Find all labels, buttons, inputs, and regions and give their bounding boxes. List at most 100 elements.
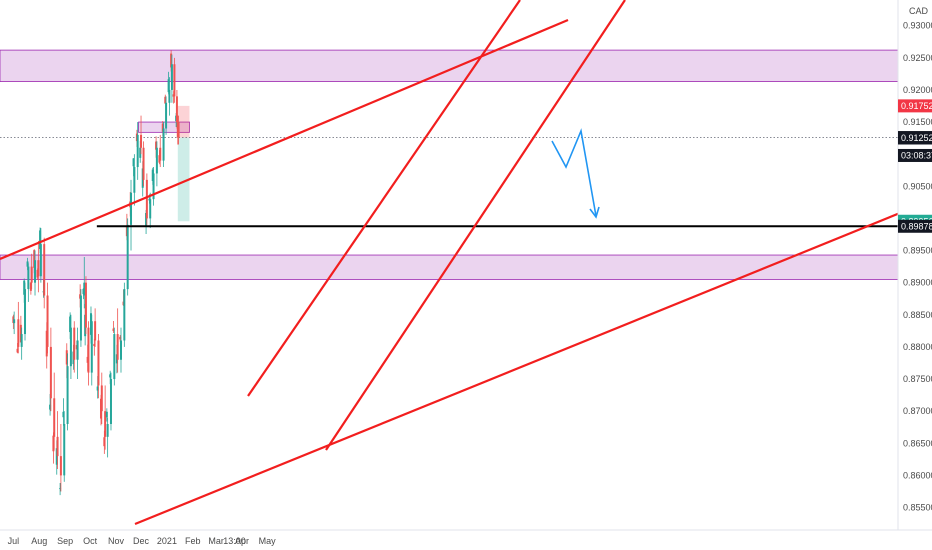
candle [97, 334, 100, 399]
candle-body [136, 134, 139, 168]
candle [76, 327, 79, 380]
candle-body [79, 295, 82, 341]
candle-body [69, 316, 72, 333]
forecast-path [551, 128, 597, 217]
candle-body [105, 411, 108, 418]
candle [63, 411, 66, 482]
candle [149, 192, 152, 229]
candle [100, 372, 103, 424]
candle [90, 314, 93, 386]
candle [13, 311, 16, 335]
candle-body [109, 374, 112, 378]
candle-body [126, 224, 129, 290]
price-tag: 0.91752 [898, 99, 932, 113]
candle [62, 398, 65, 426]
candle [170, 54, 173, 103]
candle [113, 327, 116, 386]
candle [119, 327, 122, 373]
candle [164, 94, 167, 104]
candle-body [155, 141, 158, 150]
resistance-zone [0, 49, 899, 82]
trendline-1 [0, 18, 569, 261]
candle-body [24, 289, 27, 335]
candle-body [170, 53, 173, 68]
candle-body [39, 244, 42, 277]
candle-body [65, 350, 68, 365]
candle [173, 57, 176, 103]
candle [73, 321, 76, 373]
candle-body [63, 424, 66, 476]
short-position-layer [177, 105, 190, 222]
candle-body [112, 328, 115, 332]
candle [142, 141, 145, 187]
candle-body [145, 213, 148, 227]
candle [109, 372, 112, 431]
candle [140, 115, 143, 155]
candle-body [173, 64, 176, 97]
candle-body [37, 260, 40, 277]
candle [52, 432, 55, 464]
candle-body [76, 340, 79, 360]
candle [130, 179, 133, 251]
candle-body [90, 321, 93, 373]
candle-body [84, 282, 87, 328]
candle [87, 321, 90, 386]
candle-body [133, 167, 136, 193]
candle-body [56, 436, 59, 457]
candle-body [96, 386, 99, 391]
candle [37, 240, 40, 293]
candle [116, 308, 119, 373]
zones-layer [0, 49, 899, 280]
candle-body [13, 319, 16, 324]
candle-body [59, 488, 62, 490]
candle-body [49, 404, 52, 410]
candle [145, 173, 148, 225]
candle [104, 385, 107, 450]
candle-body [165, 102, 168, 129]
candle-body [23, 280, 26, 295]
x-tick-label: Aug [31, 536, 47, 546]
candle-body [132, 158, 135, 167]
x-tick-label: 2021 [157, 536, 177, 546]
price-tag-label: 03:08:37 [901, 151, 932, 161]
candle-body [19, 324, 22, 343]
candle-body [104, 411, 107, 437]
candle [93, 338, 96, 356]
candle [30, 253, 33, 290]
candle-body [155, 147, 158, 174]
x-tick-label: Sep [57, 536, 73, 546]
candle [94, 308, 97, 347]
price-tag-label: 0.91752 [901, 101, 932, 111]
candle-body [26, 261, 29, 267]
candle-body [59, 456, 62, 476]
x-tick-label: Apr [235, 536, 249, 546]
candle-body [69, 327, 72, 367]
candle-body [168, 89, 171, 103]
candle-body [177, 122, 180, 138]
x-tick-label: Jul [8, 536, 20, 546]
candle-body [93, 343, 96, 347]
candle-body [66, 366, 69, 424]
candle [34, 250, 37, 296]
candle [43, 237, 46, 309]
trendline-2 [134, 198, 932, 526]
candle-body [159, 147, 162, 161]
candle [84, 276, 87, 335]
candle-body [175, 96, 178, 123]
price-tag: 0.91252 [898, 131, 932, 145]
price-axis-background [898, 0, 932, 550]
candle [106, 417, 109, 458]
candle-body [119, 340, 122, 360]
candle [112, 321, 115, 334]
x-tick-label: 13:00 [223, 536, 246, 546]
candle-body [39, 230, 42, 250]
candle [17, 301, 20, 354]
